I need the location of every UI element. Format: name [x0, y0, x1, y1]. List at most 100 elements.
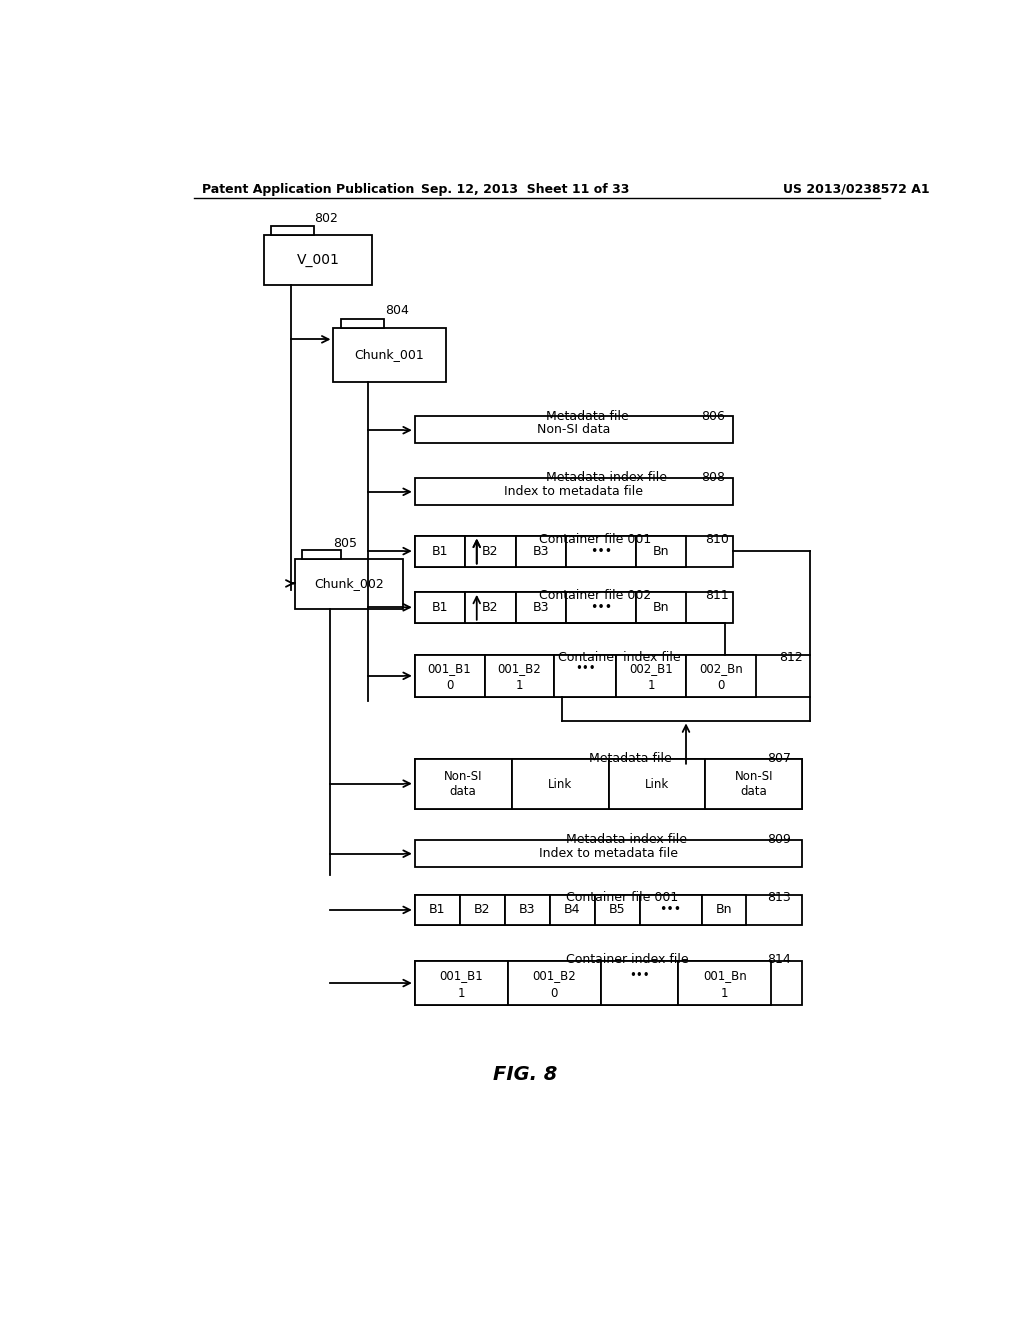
- Bar: [701, 895, 746, 924]
- Bar: [415, 655, 810, 697]
- Bar: [566, 536, 636, 566]
- Text: Bn: Bn: [652, 601, 669, 614]
- Bar: [595, 895, 640, 924]
- Text: 807: 807: [767, 752, 791, 766]
- Bar: [640, 895, 701, 924]
- Bar: [465, 536, 515, 566]
- Text: B1: B1: [432, 601, 449, 614]
- Text: Chunk_002: Chunk_002: [314, 577, 384, 590]
- Text: 002_B1: 002_B1: [630, 663, 673, 675]
- Text: 0: 0: [551, 987, 558, 999]
- Text: Non-SI data: Non-SI data: [537, 424, 610, 437]
- Text: Non-SI
data: Non-SI data: [444, 770, 482, 799]
- Text: 813: 813: [767, 891, 791, 904]
- Bar: [415, 478, 732, 506]
- Text: B2: B2: [482, 545, 499, 557]
- Bar: [678, 961, 771, 1006]
- Text: 1: 1: [458, 987, 465, 999]
- Bar: [554, 655, 616, 697]
- Bar: [550, 895, 595, 924]
- Bar: [636, 536, 686, 566]
- Text: 1: 1: [721, 987, 728, 999]
- Text: Link: Link: [645, 777, 669, 791]
- Bar: [263, 235, 372, 285]
- Text: Container file 001: Container file 001: [566, 891, 678, 904]
- Bar: [415, 416, 732, 444]
- Text: 804: 804: [385, 305, 410, 317]
- Text: 809: 809: [767, 833, 791, 846]
- Text: 001_B1: 001_B1: [439, 969, 483, 982]
- Text: •••: •••: [590, 545, 611, 557]
- Bar: [341, 318, 384, 327]
- Text: 1: 1: [647, 678, 655, 692]
- Text: 810: 810: [706, 533, 729, 546]
- Text: Index to metadata file: Index to metadata file: [539, 847, 678, 859]
- Text: 0: 0: [717, 678, 725, 692]
- Bar: [415, 536, 465, 566]
- Bar: [601, 961, 678, 1006]
- Text: 806: 806: [701, 409, 725, 422]
- Bar: [415, 759, 512, 809]
- Text: Non-SI
data: Non-SI data: [734, 770, 773, 799]
- Text: B5: B5: [608, 903, 626, 916]
- Bar: [515, 591, 566, 623]
- Text: Bn: Bn: [716, 903, 732, 916]
- Bar: [415, 591, 732, 623]
- Text: Chunk_001: Chunk_001: [354, 348, 424, 362]
- Text: Sep. 12, 2013  Sheet 11 of 33: Sep. 12, 2013 Sheet 11 of 33: [421, 182, 629, 195]
- Bar: [512, 759, 608, 809]
- Text: Container index file: Container index file: [566, 953, 688, 966]
- Text: 814: 814: [767, 953, 791, 966]
- Text: 805: 805: [333, 537, 357, 550]
- Text: Metadata index file: Metadata index file: [547, 471, 668, 484]
- Bar: [465, 591, 515, 623]
- Text: Bn: Bn: [652, 545, 669, 557]
- Text: Container index file: Container index file: [558, 651, 681, 664]
- Bar: [515, 536, 566, 566]
- Text: 0: 0: [445, 678, 454, 692]
- Bar: [415, 536, 732, 566]
- Text: B3: B3: [532, 601, 549, 614]
- Text: 811: 811: [706, 589, 729, 602]
- Bar: [302, 550, 341, 558]
- Text: Link: Link: [548, 777, 572, 791]
- Bar: [271, 226, 314, 235]
- Text: 001_B2: 001_B2: [498, 663, 542, 675]
- Text: 001_Bn: 001_Bn: [702, 969, 746, 982]
- Text: B1: B1: [432, 545, 449, 557]
- Bar: [706, 759, 802, 809]
- Text: Index to metadata file: Index to metadata file: [504, 484, 643, 498]
- Text: US 2013/0238572 A1: US 2013/0238572 A1: [783, 182, 930, 195]
- Text: •••: •••: [590, 601, 611, 614]
- Text: 808: 808: [701, 471, 725, 484]
- Text: Metadata file: Metadata file: [547, 409, 630, 422]
- Bar: [415, 591, 465, 623]
- Bar: [415, 759, 802, 809]
- Bar: [415, 840, 802, 867]
- Text: B3: B3: [519, 903, 536, 916]
- Text: Container file 002: Container file 002: [539, 589, 651, 602]
- Bar: [295, 558, 403, 609]
- Text: •••: •••: [629, 969, 650, 982]
- Text: •••: •••: [659, 903, 682, 916]
- Bar: [334, 327, 445, 381]
- Text: Container file 001: Container file 001: [539, 533, 651, 546]
- Text: 001_B1: 001_B1: [428, 663, 471, 675]
- Text: V_001: V_001: [296, 253, 339, 268]
- Bar: [460, 895, 505, 924]
- Bar: [636, 591, 686, 623]
- Bar: [415, 895, 802, 924]
- Text: B2: B2: [474, 903, 490, 916]
- Bar: [415, 961, 802, 1006]
- Text: 1: 1: [516, 678, 523, 692]
- Text: 802: 802: [313, 213, 338, 224]
- Text: 002_Bn: 002_Bn: [699, 663, 742, 675]
- Text: B2: B2: [482, 601, 499, 614]
- Bar: [508, 961, 601, 1006]
- Text: B3: B3: [532, 545, 549, 557]
- Bar: [415, 961, 508, 1006]
- Bar: [608, 759, 706, 809]
- Bar: [415, 895, 460, 924]
- Bar: [415, 655, 484, 697]
- Bar: [505, 895, 550, 924]
